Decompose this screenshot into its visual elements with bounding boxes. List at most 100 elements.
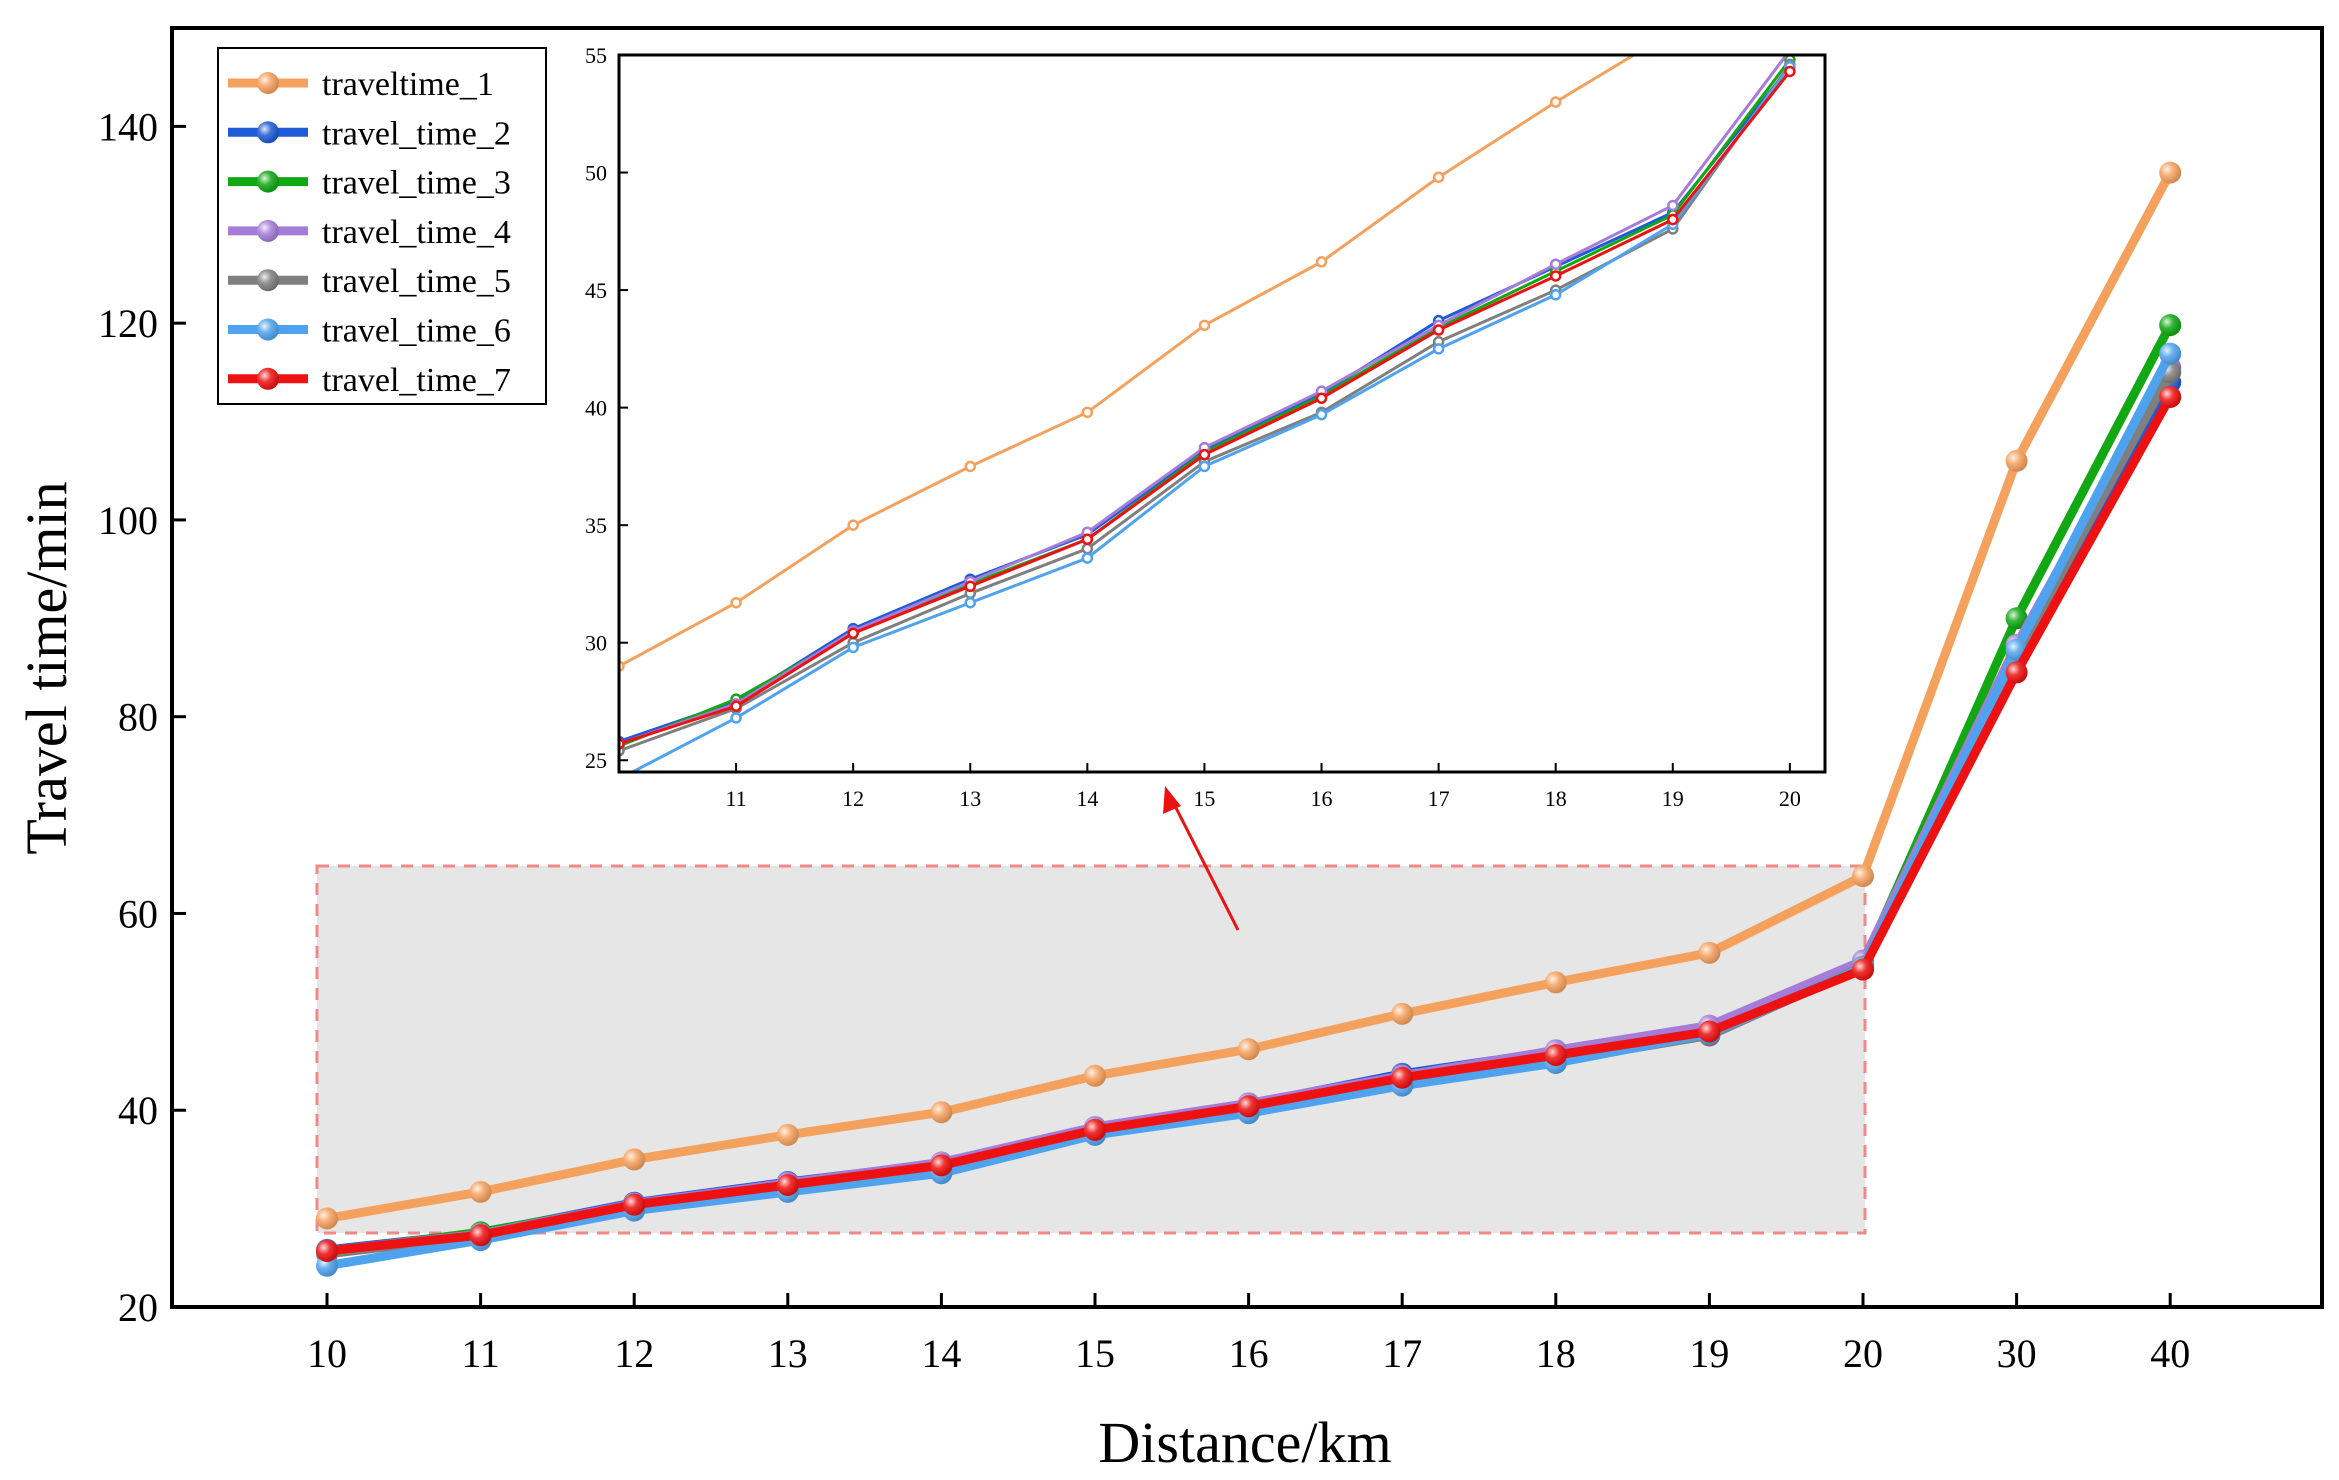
series-traveltime_1 <box>316 161 2182 1230</box>
data-point-shine <box>316 1239 338 1262</box>
data-point-shine <box>1544 1044 1567 1067</box>
y-tick-label: 120 <box>98 301 158 346</box>
legend-marker-shine <box>257 170 279 193</box>
legend-entry-travel_time_5: travel_time_5 <box>228 263 511 300</box>
inset-x-tick-label: 14 <box>1076 786 1098 811</box>
inset-x-tick-label: 12 <box>842 786 864 811</box>
data-point-shine <box>1544 971 1567 994</box>
inset-series-travel_time_7 <box>619 65 1796 750</box>
x-tick-label: 30 <box>1997 1331 2037 1376</box>
x-tick-label: 18 <box>1536 1331 1576 1376</box>
inset-data-point <box>1549 96 1562 108</box>
inset-data-point <box>1198 319 1211 332</box>
inset-data-point <box>1315 392 1328 404</box>
inset-data-point <box>1081 406 1094 419</box>
x-tick-label: 11 <box>461 1331 500 1376</box>
y-tick-label: 40 <box>118 1088 158 1133</box>
inset-data-point <box>1081 552 1094 564</box>
legend-entry-travel_time_7: travel_time_7 <box>228 362 511 399</box>
data-point-shine <box>2159 342 2182 365</box>
data-point-shine <box>2005 607 2028 630</box>
inset-y-tick-label: 25 <box>585 748 607 773</box>
legend-label: travel_time_4 <box>322 214 511 251</box>
legend-entry-travel_time_6: travel_time_6 <box>228 313 511 350</box>
inset-data-point <box>964 460 977 473</box>
data-point-shine <box>776 1174 799 1197</box>
data-point-shine <box>469 1180 492 1203</box>
inset-data-point <box>615 775 624 784</box>
inset-data-point <box>1549 270 1562 282</box>
data-point-shine <box>2005 661 2028 684</box>
x-axis-title: Distance/km <box>1098 1410 1391 1475</box>
legend-entry-travel_time_3: travel_time_3 <box>228 165 511 202</box>
inset-data-point <box>1432 343 1445 355</box>
data-point-shine <box>1852 865 1874 888</box>
legend-label: travel_time_7 <box>322 362 511 399</box>
inset-x-tick-label: 18 <box>1545 786 1567 811</box>
inset-data-point <box>1549 258 1562 270</box>
data-point-shine <box>1237 1038 1260 1061</box>
inset-data-point <box>847 519 859 531</box>
legend-marker-shine <box>257 219 279 242</box>
legend-entry-travel_time_4: travel_time_4 <box>228 214 511 251</box>
x-tick-label: 14 <box>921 1331 961 1376</box>
data-point-shine <box>2159 314 2182 337</box>
series-travel_time_7 <box>316 385 2182 1262</box>
inset-plot-frame <box>617 53 1827 774</box>
inset-data-point <box>1667 213 1679 226</box>
inset-data-point <box>964 596 977 609</box>
data-point-shine <box>776 1123 799 1146</box>
legend-marker-shine <box>257 269 279 292</box>
x-tick-label: 12 <box>614 1331 654 1376</box>
data-point-shine <box>1698 1020 1721 1043</box>
inset-data-point <box>1786 55 1794 57</box>
data-point-shine <box>1391 1066 1414 1089</box>
data-point-shine <box>2159 161 2182 184</box>
data-point-shine <box>930 1154 953 1177</box>
inset-y-tick-label: 55 <box>585 43 607 68</box>
legend-label: travel_time_2 <box>322 115 511 152</box>
inset-series-traveltime_1 <box>619 55 1637 672</box>
x-tick-label: 13 <box>768 1331 808 1376</box>
legend-label: travel_time_3 <box>322 165 511 202</box>
x-tick-label: 15 <box>1075 1331 1115 1376</box>
inset-x-tick-label: 15 <box>1193 786 1215 811</box>
data-point-shine <box>1084 1118 1106 1141</box>
data-point-shine <box>1084 1064 1106 1087</box>
legend-entry-travel_time_2: travel_time_2 <box>228 115 511 152</box>
zoom-arrow-head <box>1163 786 1181 814</box>
y-tick-label: 100 <box>98 498 158 543</box>
y-tick-label: 140 <box>98 104 158 149</box>
x-tick-label: 19 <box>1689 1331 1729 1376</box>
data-point-shine <box>2159 385 2182 408</box>
data-point-shine <box>623 1148 646 1171</box>
inset-data-point <box>1432 324 1445 336</box>
data-point-shine <box>469 1224 492 1247</box>
inset-y-tick-label: 45 <box>585 278 607 303</box>
inset-x-tick-label: 20 <box>1779 786 1801 811</box>
inset-data-point <box>1198 448 1211 461</box>
inset-data-point <box>730 700 742 712</box>
x-tick-label: 10 <box>307 1331 347 1376</box>
y-tick-label: 60 <box>118 891 158 936</box>
legend: traveltime_1 travel_time_2 travel_time_3tr… <box>217 47 547 405</box>
inset-x-tick-label: 13 <box>959 786 981 811</box>
inset-y-tick-label: 40 <box>585 396 607 421</box>
inset-x-tick-label: 16 <box>1311 786 1333 811</box>
inset-y-tick-label: 50 <box>585 161 607 186</box>
x-tick-label: 16 <box>1229 1331 1269 1376</box>
data-point-shine <box>2005 449 2028 472</box>
inset-data-point <box>730 596 742 609</box>
legend-marker-shine <box>257 367 279 390</box>
inset-x-tick-label: 11 <box>725 786 746 811</box>
legend-label: travel_time_6 <box>322 313 511 350</box>
y-axis-title: Travel time/min <box>14 481 79 854</box>
inset-data-point <box>730 712 742 724</box>
legend-marker-shine <box>257 72 279 94</box>
data-point-shine <box>1237 1095 1260 1118</box>
data-point-shine <box>1391 1002 1414 1025</box>
x-tick-label: 40 <box>2150 1331 2190 1376</box>
data-point-shine <box>316 1207 338 1230</box>
legend-marker-shine <box>257 121 279 144</box>
